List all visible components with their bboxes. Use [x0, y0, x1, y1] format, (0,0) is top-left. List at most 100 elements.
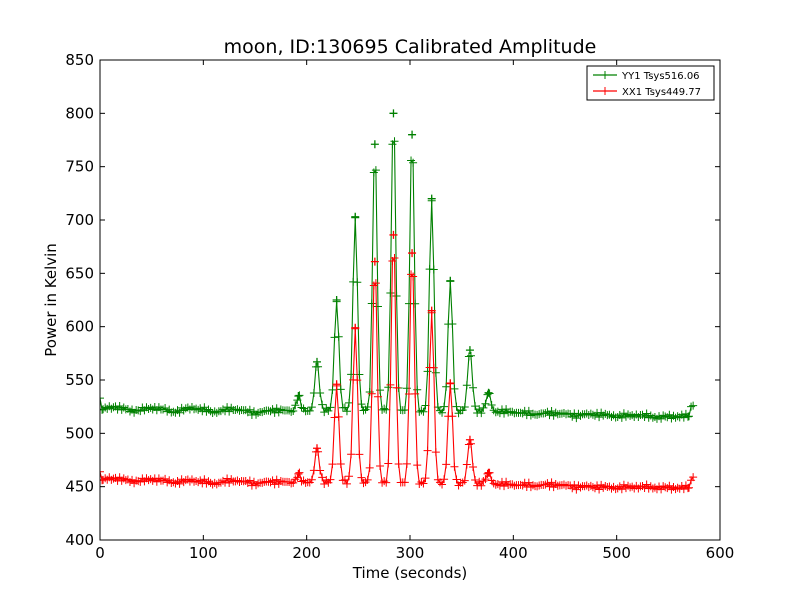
data-point: [475, 405, 484, 414]
data-point: [659, 411, 668, 420]
data-point: [363, 403, 372, 412]
y-tick-label: 550: [65, 371, 94, 389]
data-point: [392, 291, 401, 300]
data-point: [661, 483, 670, 492]
data-point: [382, 405, 391, 414]
data-point: [291, 475, 300, 484]
data-point: [318, 400, 327, 409]
data-point: [318, 473, 327, 482]
data-point: [307, 475, 316, 484]
data-point: [363, 475, 372, 484]
y-tick-label: 800: [65, 104, 94, 122]
data-point: [345, 398, 354, 407]
peak-point: [484, 388, 493, 397]
data-point: [500, 482, 509, 491]
data-point: [314, 447, 323, 456]
data-point: [142, 403, 151, 412]
data-point: [218, 405, 227, 414]
data-point: [483, 390, 492, 399]
peak-point: [351, 323, 360, 332]
data-point: [390, 254, 399, 263]
data-point: [371, 166, 380, 175]
data-point: [648, 484, 657, 493]
data-point: [464, 352, 473, 361]
data-point: [411, 389, 420, 398]
peak-point: [408, 249, 417, 258]
data-point: [580, 410, 589, 419]
peak-point: [332, 296, 341, 304]
data-point: [320, 479, 329, 488]
data-point: [466, 439, 475, 448]
data-point: [435, 478, 444, 487]
data-point: [200, 403, 209, 412]
data-point: [136, 407, 145, 416]
data-point: [619, 480, 628, 489]
data-point: [334, 332, 343, 341]
data-point: [326, 475, 335, 484]
y-tick-label: 700: [65, 211, 94, 229]
data-point: [650, 483, 659, 492]
peak-point: [446, 276, 455, 285]
data-point: [169, 478, 178, 487]
data-point: [365, 388, 374, 397]
plot-area: 0 100 200 300 400 500 600 400 450 500 550 600 650 700…: [65, 51, 734, 562]
data-point: [144, 404, 153, 413]
x-tick-label: 200: [292, 544, 321, 562]
data-point: [617, 413, 626, 422]
data-point: [431, 448, 440, 457]
data-point: [624, 481, 633, 490]
data-point: [167, 478, 176, 487]
legend-label-0: YY1 Tsys516.06: [621, 71, 700, 82]
data-point: [400, 478, 409, 487]
data-point: [380, 404, 389, 413]
data-point: [175, 408, 184, 417]
data-point: [334, 412, 343, 421]
data-point: [316, 466, 325, 475]
data-point: [613, 412, 622, 421]
peak-point: [370, 257, 379, 266]
data-point: [345, 472, 354, 481]
data-point: [107, 475, 116, 484]
data-point: [665, 481, 674, 490]
data-point: [198, 407, 207, 416]
data-point: [551, 480, 560, 489]
data-point: [140, 406, 149, 415]
data-point: [479, 476, 488, 485]
data-point: [572, 485, 581, 494]
legend-marker-0: [601, 71, 609, 79]
peak-point: [294, 469, 303, 478]
peak-point: [313, 357, 321, 366]
data-point: [225, 407, 234, 416]
data-point: [295, 468, 304, 477]
data-point: [448, 320, 457, 329]
data-point: [409, 158, 418, 167]
data-point: [252, 481, 261, 490]
data-point: [533, 482, 542, 491]
data-point: [502, 405, 511, 414]
data-point: [568, 412, 577, 421]
data-point: [241, 477, 250, 486]
data-point: [570, 480, 579, 489]
data-point: [270, 408, 279, 417]
data-point: [371, 279, 380, 288]
data-point: [471, 475, 480, 484]
data-point: [535, 410, 544, 419]
peak-point: [351, 212, 360, 221]
data-point: [169, 407, 178, 416]
data-point: [336, 459, 345, 468]
data-point: [462, 381, 471, 390]
data-point: [638, 481, 647, 490]
data-point: [477, 409, 486, 418]
data-point: [469, 383, 478, 392]
data-point: [183, 403, 192, 412]
data-point: [373, 302, 382, 311]
data-point: [442, 460, 451, 469]
x-tick-label: 100: [189, 544, 218, 562]
data-point: [392, 383, 401, 392]
data-point: [642, 409, 651, 418]
y-tick-label: 850: [65, 51, 94, 69]
data-point: [249, 407, 258, 416]
data-point: [450, 462, 459, 471]
data-point: [115, 402, 124, 411]
data-point: [357, 400, 366, 409]
